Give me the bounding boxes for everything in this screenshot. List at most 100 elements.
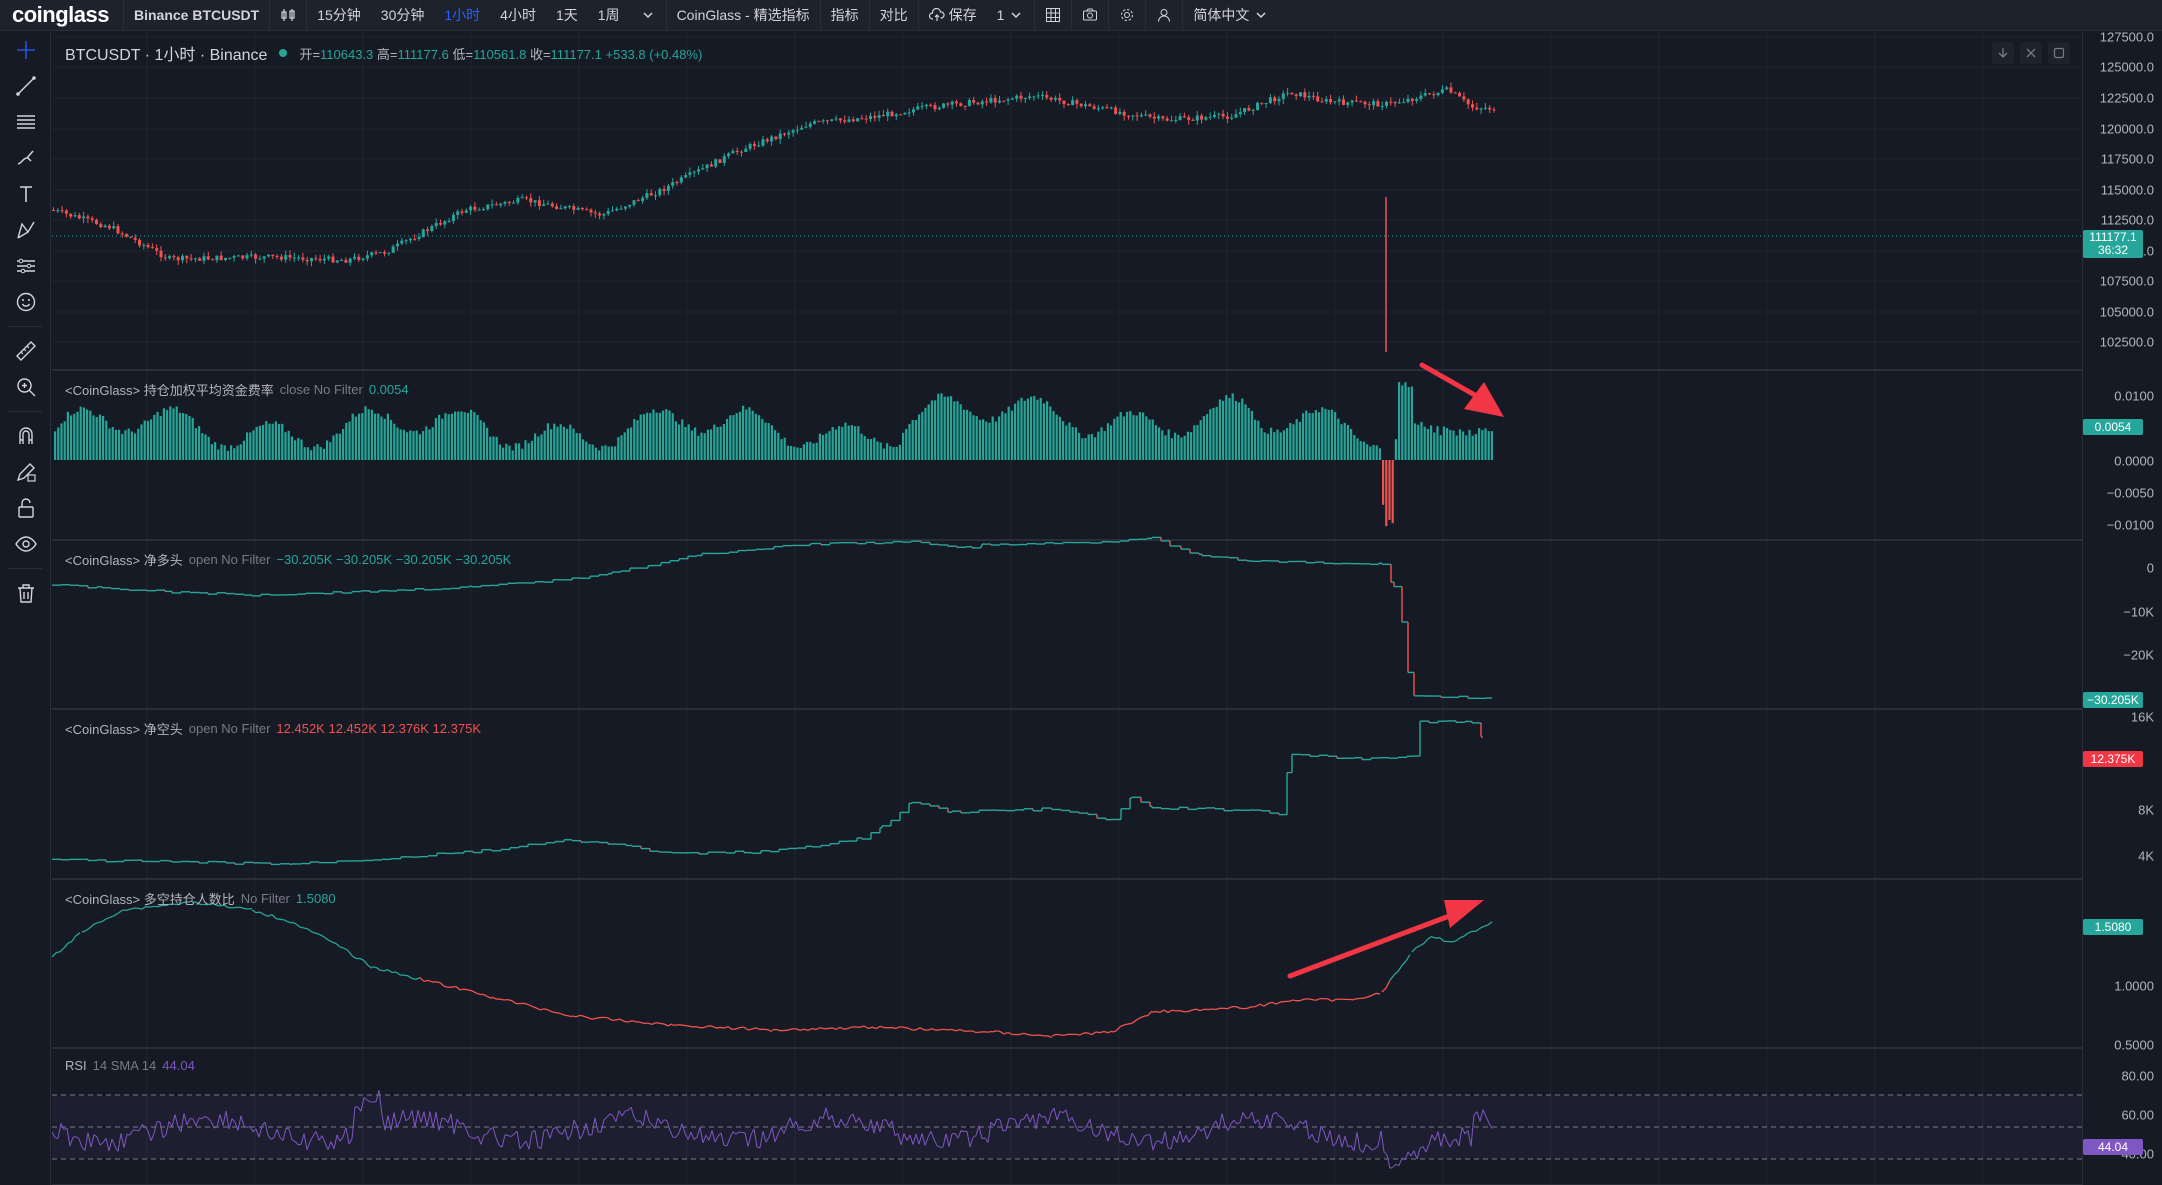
chart-canvas[interactable] [52, 32, 2082, 1185]
brush-tool[interactable] [0, 140, 51, 176]
pane-controls [1992, 42, 2070, 64]
ratio-line [1215, 1007, 1221, 1011]
ratio-line [67, 940, 73, 944]
interval-1w[interactable]: 1周 [597, 7, 620, 23]
account-button[interactable] [1146, 7, 1182, 23]
funding-bar [1062, 421, 1065, 460]
funding-bar [655, 412, 658, 460]
funding-bar [668, 410, 671, 460]
language-button[interactable]: 简体中文 [1183, 5, 1279, 25]
ratio-line [267, 914, 273, 917]
ratio-line [819, 1027, 825, 1030]
rsi-line [522, 1140, 527, 1146]
pattern-tool[interactable] [0, 212, 51, 248]
funding-bar [806, 441, 809, 460]
funding-bar [844, 422, 847, 460]
funding-bar [738, 411, 741, 460]
funding-bar [303, 447, 306, 460]
price-candle [873, 115, 877, 118]
funding-bar [1222, 400, 1225, 460]
pane-params: open No Filter [188, 721, 271, 736]
unlock-icon [17, 498, 34, 518]
funding-bar [508, 445, 511, 460]
magnet-tool[interactable] [0, 418, 51, 454]
price-candle [150, 247, 154, 249]
price-candle [1234, 114, 1238, 118]
layout-grid-button[interactable] [1035, 7, 1071, 23]
ratio-line [1275, 1001, 1281, 1005]
move-down-button[interactable] [1992, 42, 2014, 64]
indicators-button[interactable]: 指标 [830, 7, 859, 23]
crosshair-tool[interactable] [0, 32, 51, 68]
rsi-line [492, 1127, 497, 1138]
funding-bar [966, 409, 969, 460]
funding-bar [1026, 398, 1029, 460]
ratio-line [219, 904, 225, 907]
chart-type-button[interactable] [270, 7, 306, 23]
price-candle [774, 136, 778, 140]
symbol-search-button[interactable]: Binance BTCUSDT [133, 7, 260, 23]
rsi-line [1173, 1135, 1178, 1143]
text-tool[interactable] [0, 176, 51, 212]
funding-bar [108, 428, 111, 460]
price-candle [1286, 92, 1290, 94]
interval-1h[interactable]: 1小时 [444, 7, 481, 23]
ratio-line [1187, 1009, 1193, 1013]
interval-15m[interactable]: 15分钟 [317, 7, 361, 23]
emoji-tool[interactable] [0, 284, 51, 320]
price-candle [890, 111, 894, 117]
compare-button[interactable]: 对比 [879, 7, 908, 23]
ratio-line [915, 1027, 921, 1031]
funding-bar [1103, 431, 1106, 460]
draw-mode-tool[interactable] [0, 454, 51, 490]
open-value: 110643.3 [320, 46, 374, 62]
zoom-tool[interactable] [0, 369, 51, 405]
save-button[interactable]: 保存 [919, 5, 987, 25]
ratio-line [991, 1030, 997, 1033]
pane-title: <CoinGlass> 净空头 [65, 722, 183, 737]
collapse-button[interactable] [2020, 42, 2042, 64]
price-candle [408, 238, 412, 241]
funding-bar [450, 413, 453, 460]
ratio-line [815, 1027, 821, 1031]
interval-4h[interactable]: 4小时 [500, 7, 536, 23]
funding-bar [1158, 427, 1161, 460]
snapshot-button[interactable] [1072, 7, 1108, 23]
ratio-line [307, 928, 313, 933]
settings-button[interactable] [1109, 7, 1145, 23]
price-axis[interactable]: 127500.0 125000.0 122500.0 120000.0 1175… [2082, 30, 2162, 1185]
ratio-line [295, 923, 301, 928]
rsi-line [204, 1115, 209, 1119]
funding-bar [895, 446, 898, 460]
price-candle [404, 240, 408, 242]
maximize-button[interactable] [2048, 42, 2070, 64]
netlong-tick: −20K [2123, 647, 2154, 663]
fib-tool[interactable] [0, 104, 51, 140]
price-candle [490, 204, 494, 206]
lock-tool[interactable] [0, 490, 51, 526]
rsi-line [1350, 1145, 1355, 1152]
layout-count-button[interactable]: 1 [987, 7, 1035, 23]
forecast-tool[interactable] [0, 248, 51, 284]
measure-tool[interactable] [0, 333, 51, 369]
ratio-line [1411, 947, 1417, 953]
rsi-line [330, 1141, 335, 1150]
interval-dropdown[interactable] [630, 7, 666, 23]
rsi-line [450, 1113, 455, 1135]
funding-bar [793, 446, 796, 460]
indicator-library-button[interactable]: CoinGlass - 精选指标 [676, 7, 810, 23]
chart-area[interactable]: BTCUSDT · 1小时 · Binance 开=110643.3 高=111… [52, 32, 2082, 1185]
market-status-dot [279, 49, 288, 57]
trendline-tool[interactable] [0, 68, 51, 104]
annotation-arrow [1287, 909, 1463, 979]
funding-bar [876, 441, 879, 460]
price-candle [1062, 100, 1066, 105]
price-candle [464, 210, 468, 213]
interval-30m[interactable]: 30分钟 [380, 7, 425, 23]
rsi-line [765, 1136, 770, 1143]
ratio-line [263, 913, 269, 917]
visibility-tool[interactable] [0, 526, 51, 562]
price-candle [1380, 105, 1384, 107]
delete-tool[interactable] [0, 575, 51, 611]
interval-1d[interactable]: 1天 [555, 7, 578, 23]
